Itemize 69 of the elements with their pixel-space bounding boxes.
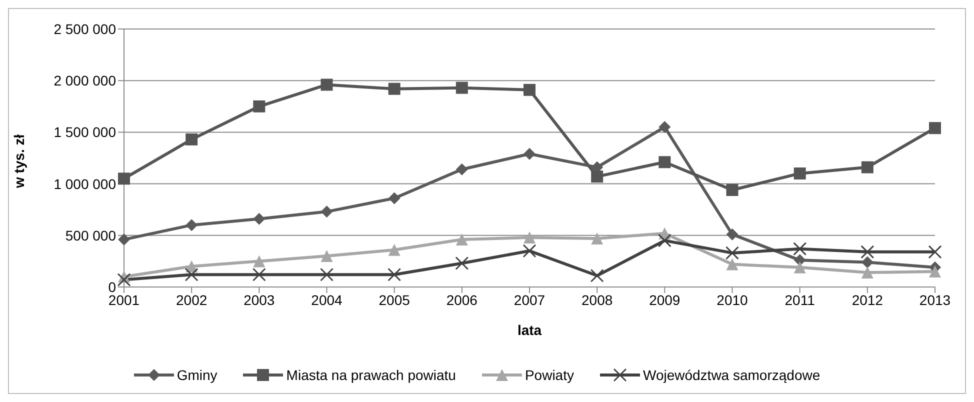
point bbox=[456, 163, 468, 176]
point bbox=[726, 246, 739, 260]
y-tick-label: 2 000 000 bbox=[54, 72, 116, 89]
point bbox=[253, 255, 266, 268]
point bbox=[794, 261, 806, 274]
x-tick-label: 2004 bbox=[311, 292, 343, 308]
point bbox=[524, 84, 536, 96]
point bbox=[118, 172, 130, 185]
point bbox=[388, 82, 400, 95]
point bbox=[253, 212, 266, 225]
point bbox=[793, 242, 807, 256]
point bbox=[524, 231, 536, 244]
x-tick-label: 2010 bbox=[716, 292, 748, 308]
y-tick-label: 1 500 000 bbox=[54, 124, 116, 140]
point bbox=[928, 245, 942, 259]
point bbox=[726, 228, 738, 240]
point bbox=[320, 268, 334, 282]
point bbox=[794, 167, 806, 180]
x-tick-label: 2013 bbox=[919, 292, 951, 308]
point bbox=[861, 266, 874, 279]
point bbox=[252, 268, 266, 282]
y-axis-title: w tys. zł bbox=[10, 134, 27, 189]
x-tick-label: 2009 bbox=[649, 292, 680, 308]
point bbox=[726, 258, 738, 270]
y-tick-label: 500 000 bbox=[65, 227, 116, 244]
point bbox=[861, 256, 874, 268]
point bbox=[320, 78, 333, 91]
legend-label: Powiaty bbox=[524, 367, 574, 383]
x-tick-label: 2008 bbox=[582, 292, 613, 308]
x-tick-label: 2006 bbox=[446, 292, 478, 308]
point bbox=[929, 266, 941, 278]
y-tick-label: 1 000 000 bbox=[54, 176, 116, 192]
point bbox=[320, 250, 333, 262]
x-tick-label: 2011 bbox=[784, 292, 816, 308]
legend-label: Miasta na prawach powiatu bbox=[285, 367, 456, 383]
point bbox=[388, 244, 400, 256]
point bbox=[118, 234, 130, 246]
point bbox=[658, 156, 671, 168]
point bbox=[186, 219, 198, 232]
point bbox=[320, 206, 333, 218]
point bbox=[591, 232, 604, 244]
legend-label: Gminy bbox=[176, 367, 218, 383]
point bbox=[455, 256, 469, 270]
point bbox=[388, 268, 402, 282]
x-axis-title: lata bbox=[517, 322, 542, 338]
point bbox=[522, 244, 536, 258]
point bbox=[591, 170, 604, 183]
x-tick-label: 2003 bbox=[244, 292, 275, 308]
x-tick-label: 2012 bbox=[852, 292, 884, 308]
point bbox=[117, 273, 131, 287]
point bbox=[726, 184, 738, 196]
y-tick-label: 2 500 000 bbox=[54, 20, 116, 37]
x-tick-label: 2007 bbox=[514, 292, 546, 308]
x-tick-label: 2002 bbox=[176, 292, 208, 308]
point bbox=[253, 100, 266, 112]
point bbox=[590, 268, 604, 282]
point bbox=[929, 122, 941, 134]
point bbox=[456, 234, 468, 246]
point bbox=[456, 82, 468, 94]
point bbox=[658, 234, 672, 248]
point bbox=[658, 121, 671, 134]
point bbox=[186, 133, 198, 146]
point bbox=[860, 245, 874, 259]
x-tick-label: 2005 bbox=[378, 292, 410, 308]
legend-label: Województwa samorządowe bbox=[642, 367, 820, 383]
point bbox=[861, 161, 874, 174]
point bbox=[524, 148, 536, 160]
point bbox=[388, 192, 400, 204]
point bbox=[184, 268, 198, 282]
